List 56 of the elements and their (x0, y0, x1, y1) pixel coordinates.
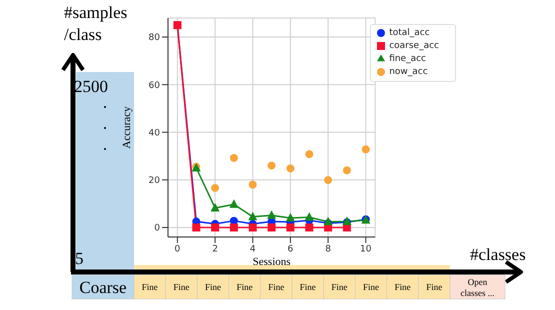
category-label: Fine (362, 282, 380, 292)
point (229, 199, 238, 208)
point (324, 216, 333, 226)
point (286, 164, 294, 172)
point (305, 223, 314, 232)
legend-label: fine_acc (389, 54, 426, 64)
y-tick-label: 60 (148, 80, 160, 91)
legend-label: now_acc (389, 67, 428, 77)
y-tick-label: 20 (148, 176, 160, 186)
category-label: Fine (426, 282, 442, 292)
text: 5 (75, 249, 84, 268)
category-label: Open classes ... (460, 277, 494, 298)
x-tick-label: 10 (360, 244, 372, 254)
point (248, 180, 257, 189)
x-tick-label: 2 (212, 244, 218, 254)
x-tick-label: 0 (174, 244, 181, 254)
category-label: Fine (142, 282, 158, 292)
y-tick-label: 80 (148, 33, 160, 44)
point (267, 210, 276, 219)
category-label: Fine (331, 282, 348, 292)
category-label: Fine (268, 282, 284, 292)
point (304, 212, 314, 221)
x-axis-title: Sessions (252, 256, 291, 268)
text: 2500 (74, 77, 108, 96)
category-label: Fine (394, 282, 411, 292)
category-label: Coarse (79, 278, 127, 297)
point (305, 150, 314, 158)
y-axis-title: Accuracy (120, 106, 133, 149)
legend-label: total_acc (389, 28, 430, 38)
y-tick-label: 0 (154, 224, 160, 234)
category-label: Fine (204, 282, 222, 292)
point (268, 223, 276, 232)
point (211, 223, 220, 232)
point (342, 166, 351, 174)
point (324, 176, 332, 184)
legend-label: coarse_acc (389, 41, 439, 51)
point (286, 223, 294, 232)
point (248, 223, 257, 232)
text: #samples /class (64, 2, 128, 46)
point (230, 154, 238, 162)
point (268, 162, 276, 170)
text: #classes (470, 245, 526, 264)
category-label: Fine (236, 282, 253, 292)
y-tick-label: 40 (148, 128, 160, 138)
point (230, 223, 238, 232)
category-label: Fine (173, 282, 190, 292)
point (192, 223, 200, 232)
point (210, 202, 220, 212)
x-tick-label: 4 (250, 244, 256, 254)
category-label: Fine (300, 282, 316, 292)
point (286, 212, 295, 222)
point (362, 145, 370, 154)
point (211, 184, 220, 192)
point (248, 212, 258, 220)
x-tick-label: 8 (325, 244, 332, 254)
x-tick-label: 6 (288, 244, 294, 254)
